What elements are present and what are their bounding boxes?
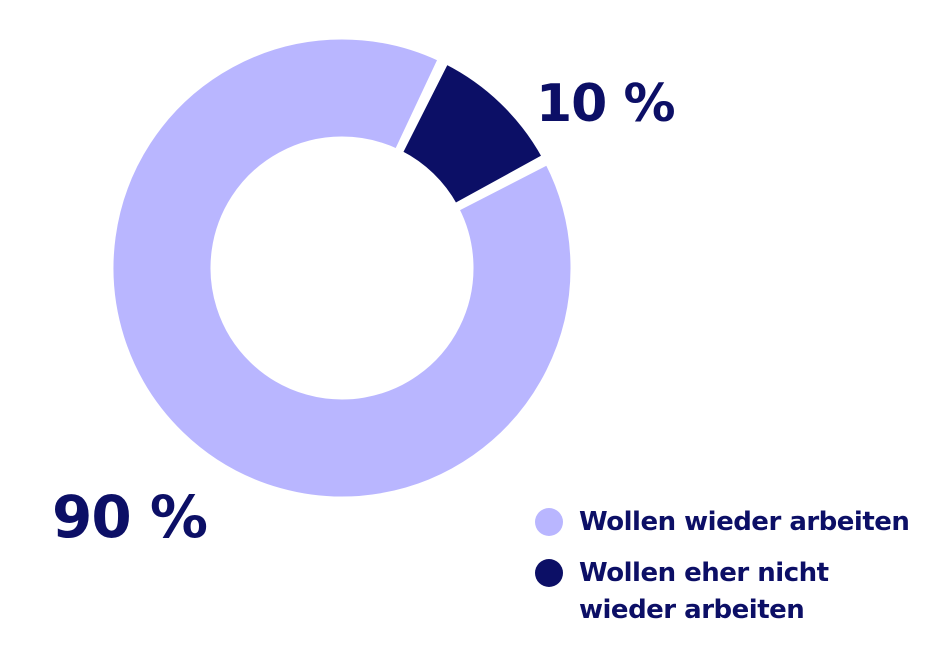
data-label-wollen-eher-nicht: 10 %	[536, 74, 676, 134]
legend-swatch-dark	[535, 559, 563, 587]
legend-item-wollen-wieder-arbeiten: Wollen wieder arbeiten	[535, 504, 940, 541]
legend: Wollen wieder arbeiten Wollen eher nicht…	[535, 504, 940, 643]
data-label-wollen-wieder-arbeiten: 90 %	[52, 483, 208, 551]
pie-slice-wollen-wieder-arbeiten	[108, 34, 576, 502]
legend-label-line: Wollen eher nicht	[579, 558, 829, 588]
pie-slice-wollen-eher-nicht	[397, 59, 547, 209]
legend-item-wollen-eher-nicht: Wollen eher nicht wieder arbeiten	[535, 555, 940, 629]
legend-label-line: Wollen wieder arbeiten	[579, 507, 910, 537]
legend-label-line: wieder arbeiten	[579, 595, 805, 625]
legend-swatch-light	[535, 508, 563, 536]
